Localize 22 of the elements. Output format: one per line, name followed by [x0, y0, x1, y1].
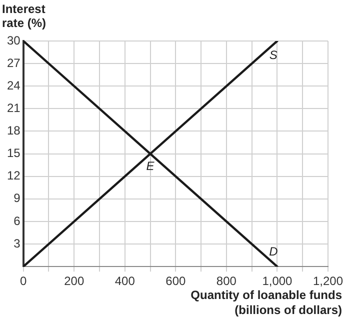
- y-tick-label: 21: [6, 100, 21, 115]
- x-tick-label: 200: [64, 274, 84, 288]
- x-tick-label: 0: [20, 274, 28, 288]
- y-tick-label: 3: [14, 236, 21, 250]
- y-tick-label: 12: [6, 168, 21, 183]
- x-axis-title: Quantity of loanable funds (billions of dollars): [190, 288, 342, 318]
- x-tick-label: 400: [114, 274, 136, 288]
- annotation: E: [146, 159, 156, 174]
- x-tick-label: 1,000: [262, 274, 293, 288]
- x-tick-label: 1,200: [312, 274, 344, 288]
- series-label: S: [269, 48, 278, 62]
- y-axis-title: Interest rate (%): [2, 2, 48, 30]
- series-label: D: [269, 244, 278, 258]
- y-tick-label: 27: [6, 56, 21, 70]
- x-tick-label: 800: [216, 274, 237, 288]
- y-tick-label: 24: [6, 78, 21, 92]
- y-tick-label: 15: [6, 146, 21, 160]
- x-tick-label: 600: [166, 274, 186, 288]
- y-tick-label: 9: [14, 191, 21, 206]
- y-tick-label: 18: [6, 124, 21, 138]
- y-tick-label: 6: [14, 214, 21, 228]
- y-tick-label: 30: [6, 33, 21, 48]
